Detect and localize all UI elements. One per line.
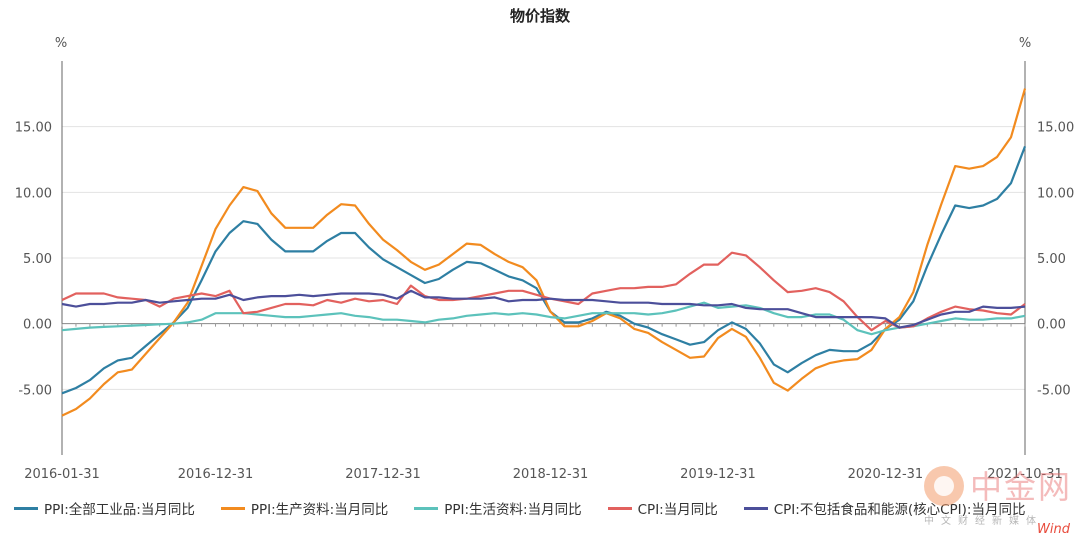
x-tick-label: 2021-10-31 xyxy=(987,467,1063,482)
legend-swatch xyxy=(743,506,768,510)
x-tick-label: 2016-01-31 xyxy=(24,467,100,482)
x-tick-label: 2017-12-31 xyxy=(345,467,421,482)
chart-title: 物价指数 xyxy=(510,7,571,25)
y-unit-right: % xyxy=(1019,36,1031,51)
legend-item[interactable]: CPI:不包括食品和能源(核心CPI):当月同比 xyxy=(743,498,1026,518)
watermark-sub-text: 中文财经新媒体 xyxy=(924,516,1043,527)
series-line xyxy=(61,146,1027,395)
legend-item[interactable]: PPI:生活资料:当月同比 xyxy=(414,498,582,518)
series-line xyxy=(61,88,1027,417)
legend-swatch xyxy=(14,506,38,510)
legend-swatch xyxy=(607,506,632,510)
watermark-logo-icon xyxy=(924,466,964,506)
y-tick-label-right: 10.00 xyxy=(1037,186,1074,201)
watermark-wind-text: Wind xyxy=(1037,522,1070,537)
legend-label: PPI:全部工业品:当月同比 xyxy=(44,502,195,518)
x-tick-label: 2020-12-31 xyxy=(848,467,924,482)
watermark: 中金网 中文财经新媒体 Wind xyxy=(924,462,1074,538)
series-line xyxy=(61,289,1026,329)
y-tick-label-right: 15.00 xyxy=(1037,121,1074,136)
series-line xyxy=(61,251,1026,332)
x-tick-label: 2018-12-31 xyxy=(513,467,589,482)
x-tick-label: 2016-12-31 xyxy=(178,467,254,482)
legend-label: CPI:当月同比 xyxy=(637,502,718,518)
y-tick-label-left: 10.00 xyxy=(15,186,52,201)
y-tick-label-right: 5.00 xyxy=(1037,252,1066,267)
y-tick-label-right: 0.00 xyxy=(1037,318,1066,333)
legend-item[interactable]: PPI:生产资料:当月同比 xyxy=(220,498,389,518)
y-unit-left: % xyxy=(55,36,67,51)
legend-label: PPI:生活资料:当月同比 xyxy=(444,502,582,518)
legend-swatch xyxy=(220,506,245,510)
legend-swatch xyxy=(414,506,439,510)
y-tick-label-left: 15.00 xyxy=(15,121,52,136)
legend-label: PPI:生产资料:当月同比 xyxy=(250,502,389,518)
y-tick-label-right: -5.00 xyxy=(1037,383,1071,398)
legend: PPI:全部工业品:当月同比 PPI:生产资料:当月同比 PPI:生活资料:当月… xyxy=(14,498,1051,518)
legend-label: CPI:不包括食品和能源(核心CPI):当月同比 xyxy=(773,502,1026,518)
y-tick-label-left: 5.00 xyxy=(23,252,52,267)
legend-item[interactable]: CPI:当月同比 xyxy=(607,498,718,518)
series-lines xyxy=(61,88,1027,417)
grid-lines xyxy=(62,126,1025,390)
legend-item[interactable]: PPI:全部工业品:当月同比 xyxy=(14,498,195,518)
watermark-main-text: 中金网 xyxy=(970,468,1073,506)
series-line xyxy=(61,301,1026,336)
tick-labels: 15.00 15.00 10.00 10.00 5.00 5.00 0.00 0.00 -5.0… xyxy=(15,121,1074,482)
y-tick-label-left: -5.00 xyxy=(18,383,52,398)
y-tick-label-left: 0.00 xyxy=(23,318,52,333)
x-tick-label: 2019-12-31 xyxy=(680,467,756,482)
